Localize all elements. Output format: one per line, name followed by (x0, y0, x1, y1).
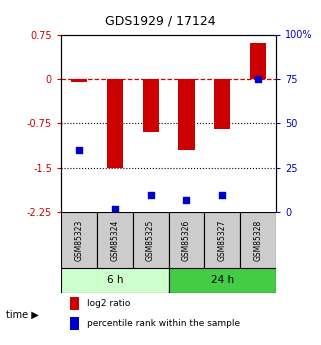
Bar (107, 79, 123, 168)
Text: 6 h: 6 h (107, 275, 123, 285)
Bar (70, 297, 79, 310)
Text: 24 h: 24 h (211, 275, 234, 285)
Point (220, 192, 225, 197)
Text: GDS1929 / 17124: GDS1929 / 17124 (105, 14, 216, 28)
Point (76, 147, 82, 153)
Text: GSM85327: GSM85327 (218, 219, 227, 261)
Bar (178, 79, 195, 150)
Bar (61, 268, 169, 293)
Bar (70, 317, 79, 331)
Text: time ▶: time ▶ (6, 310, 39, 319)
Point (184, 197, 189, 203)
Point (148, 192, 153, 197)
Text: GSM85328: GSM85328 (254, 219, 263, 261)
Point (112, 206, 117, 211)
Text: percentile rank within the sample: percentile rank within the sample (87, 319, 240, 328)
Bar (143, 79, 159, 132)
Bar (250, 43, 266, 79)
Bar (71, 79, 87, 82)
Bar (61, 213, 97, 268)
Bar (240, 213, 276, 268)
Bar (204, 213, 240, 268)
Bar (169, 268, 276, 293)
Text: log2 ratio: log2 ratio (87, 299, 130, 308)
Bar (169, 213, 204, 268)
Text: GSM85324: GSM85324 (110, 219, 119, 261)
Bar (214, 79, 230, 129)
Point (256, 76, 261, 82)
Text: GSM85323: GSM85323 (74, 219, 83, 261)
Text: GSM85325: GSM85325 (146, 219, 155, 261)
Bar (133, 213, 169, 268)
Bar (97, 213, 133, 268)
Text: GSM85326: GSM85326 (182, 219, 191, 261)
